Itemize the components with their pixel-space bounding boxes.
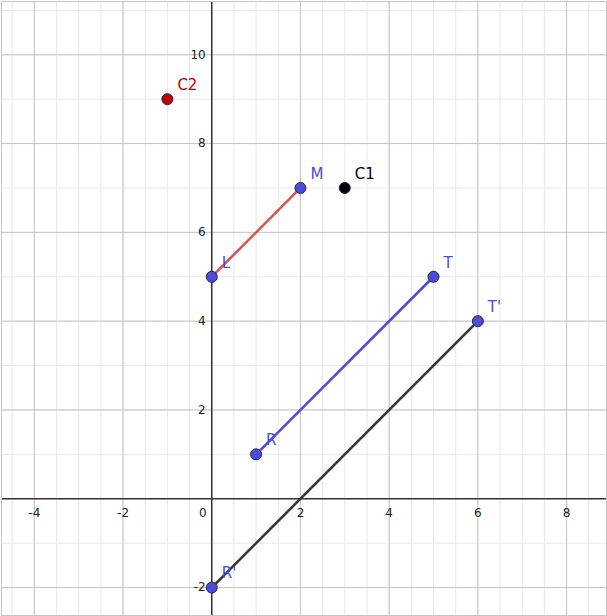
svg-text:8: 8 <box>563 506 571 520</box>
svg-text:2: 2 <box>198 403 206 417</box>
svg-text:8: 8 <box>198 136 206 150</box>
svg-text:R': R' <box>222 564 237 582</box>
svg-text:T: T <box>443 254 454 272</box>
svg-text:4: 4 <box>198 314 206 328</box>
svg-text:C1: C1 <box>355 165 375 183</box>
svg-text:-2: -2 <box>117 506 129 520</box>
svg-text:-4: -4 <box>28 506 40 520</box>
svg-text:-2: -2 <box>194 580 206 594</box>
svg-text:R: R <box>266 431 276 449</box>
svg-text:2: 2 <box>297 506 305 520</box>
svg-text:C2: C2 <box>177 76 197 94</box>
svg-text:6: 6 <box>198 225 206 239</box>
svg-text:T': T' <box>487 298 501 316</box>
svg-text:0: 0 <box>199 506 207 520</box>
svg-text:4: 4 <box>385 506 393 520</box>
svg-text:6: 6 <box>474 506 482 520</box>
svg-text:10: 10 <box>190 48 205 62</box>
svg-text:M: M <box>310 165 323 183</box>
svg-text:L: L <box>222 254 231 272</box>
